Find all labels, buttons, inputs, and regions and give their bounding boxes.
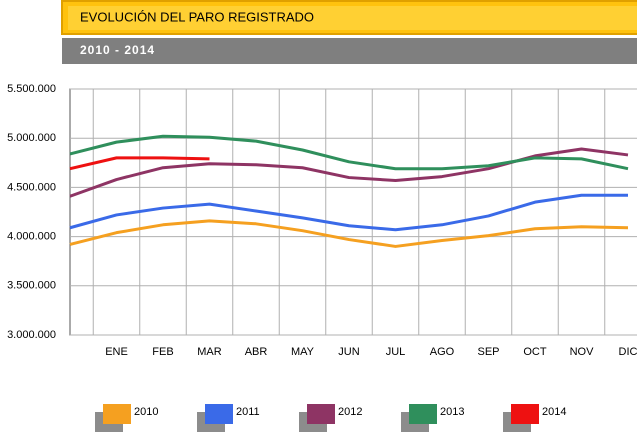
series-line — [69, 193, 628, 232]
legend-label: 2011 — [236, 406, 260, 418]
y-tick-label: 3.500.000 — [7, 280, 56, 292]
x-tick-label: JUL — [386, 346, 406, 358]
legend-label: 2013 — [440, 406, 464, 418]
x-tick-label: NOV — [570, 346, 595, 358]
subtitle-banner — [62, 38, 637, 64]
plot-area — [69, 88, 637, 336]
x-tick-label: ABR — [245, 346, 268, 358]
y-tick-label: 4.500.000 — [7, 181, 56, 193]
x-tick-label: FEB — [152, 346, 173, 358]
series-line — [69, 219, 629, 248]
legend-swatch — [511, 404, 539, 424]
y-tick-label: 5.000.000 — [7, 132, 56, 144]
series-line — [69, 156, 210, 171]
x-tick-label: MAY — [291, 346, 315, 358]
series-line — [69, 147, 629, 198]
legend-swatch — [307, 404, 335, 424]
y-tick-label: 5.500.000 — [7, 83, 56, 95]
chart-title: EVOLUCIÓN DEL PARO REGISTRADO — [80, 9, 314, 24]
legend-label: 2014 — [542, 406, 566, 418]
series-line — [69, 134, 629, 171]
y-tick-label: 3.000.000 — [7, 329, 56, 341]
title-inner — [68, 6, 637, 30]
x-tick-label: SEP — [477, 346, 499, 358]
x-tick-label: MAR — [197, 346, 222, 358]
legend-label: 2010 — [134, 406, 158, 418]
x-tick-label: DIC — [619, 346, 637, 358]
x-tick-label: JUN — [338, 346, 359, 358]
x-tick-label: AGO — [430, 346, 455, 358]
x-tick-label: ENE — [105, 346, 128, 358]
legend-swatch — [409, 404, 437, 424]
y-tick-label: 4.000.000 — [7, 231, 56, 243]
x-tick-label: OCT — [523, 346, 547, 358]
legend-swatch — [205, 404, 233, 424]
chart-subtitle: 2010 - 2014 — [80, 43, 155, 57]
legend-label: 2012 — [338, 406, 362, 418]
legend-swatch — [103, 404, 131, 424]
